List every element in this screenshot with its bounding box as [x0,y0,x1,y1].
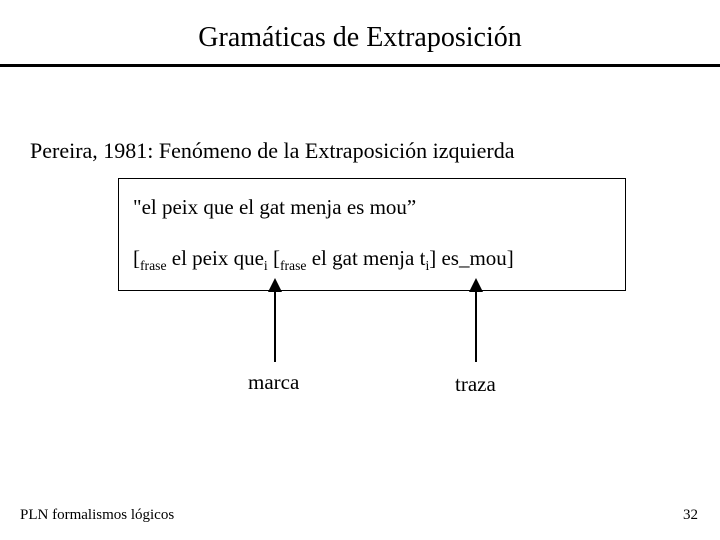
bracket-seg-1: el peix que [167,246,264,270]
example-bracketed: [frase el peix quei [frase el gat menja … [133,244,611,275]
slide: Gramáticas de Extraposición Pereira, 198… [0,0,720,540]
label-marca: marca [248,370,299,395]
example-box: "el peix que el gat menja es mou” [frase… [118,178,626,291]
arrow-marca [268,278,280,362]
bracket-open-1: [ [133,246,140,270]
title-rule [0,64,720,67]
bracket-seg-4: ] es_mou] [429,246,514,270]
intro-text: Pereira, 1981: Fenómeno de la Extraposic… [30,138,514,164]
slide-title: Gramáticas de Extraposición [0,22,720,54]
example-line-1: "el peix que el gat menja es mou” [133,193,611,222]
footer-right-page-number: 32 [683,507,698,524]
bracket-sub-1: frase [140,259,167,274]
bracket-sub-2: frase [280,259,307,274]
label-traza: traza [455,372,496,397]
bracket-seg-2: [ [268,246,280,270]
footer-left: PLN formalismos lógicos [20,507,174,524]
arrow-traza [469,278,481,362]
bracket-seg-3: el gat menja t [306,246,425,270]
